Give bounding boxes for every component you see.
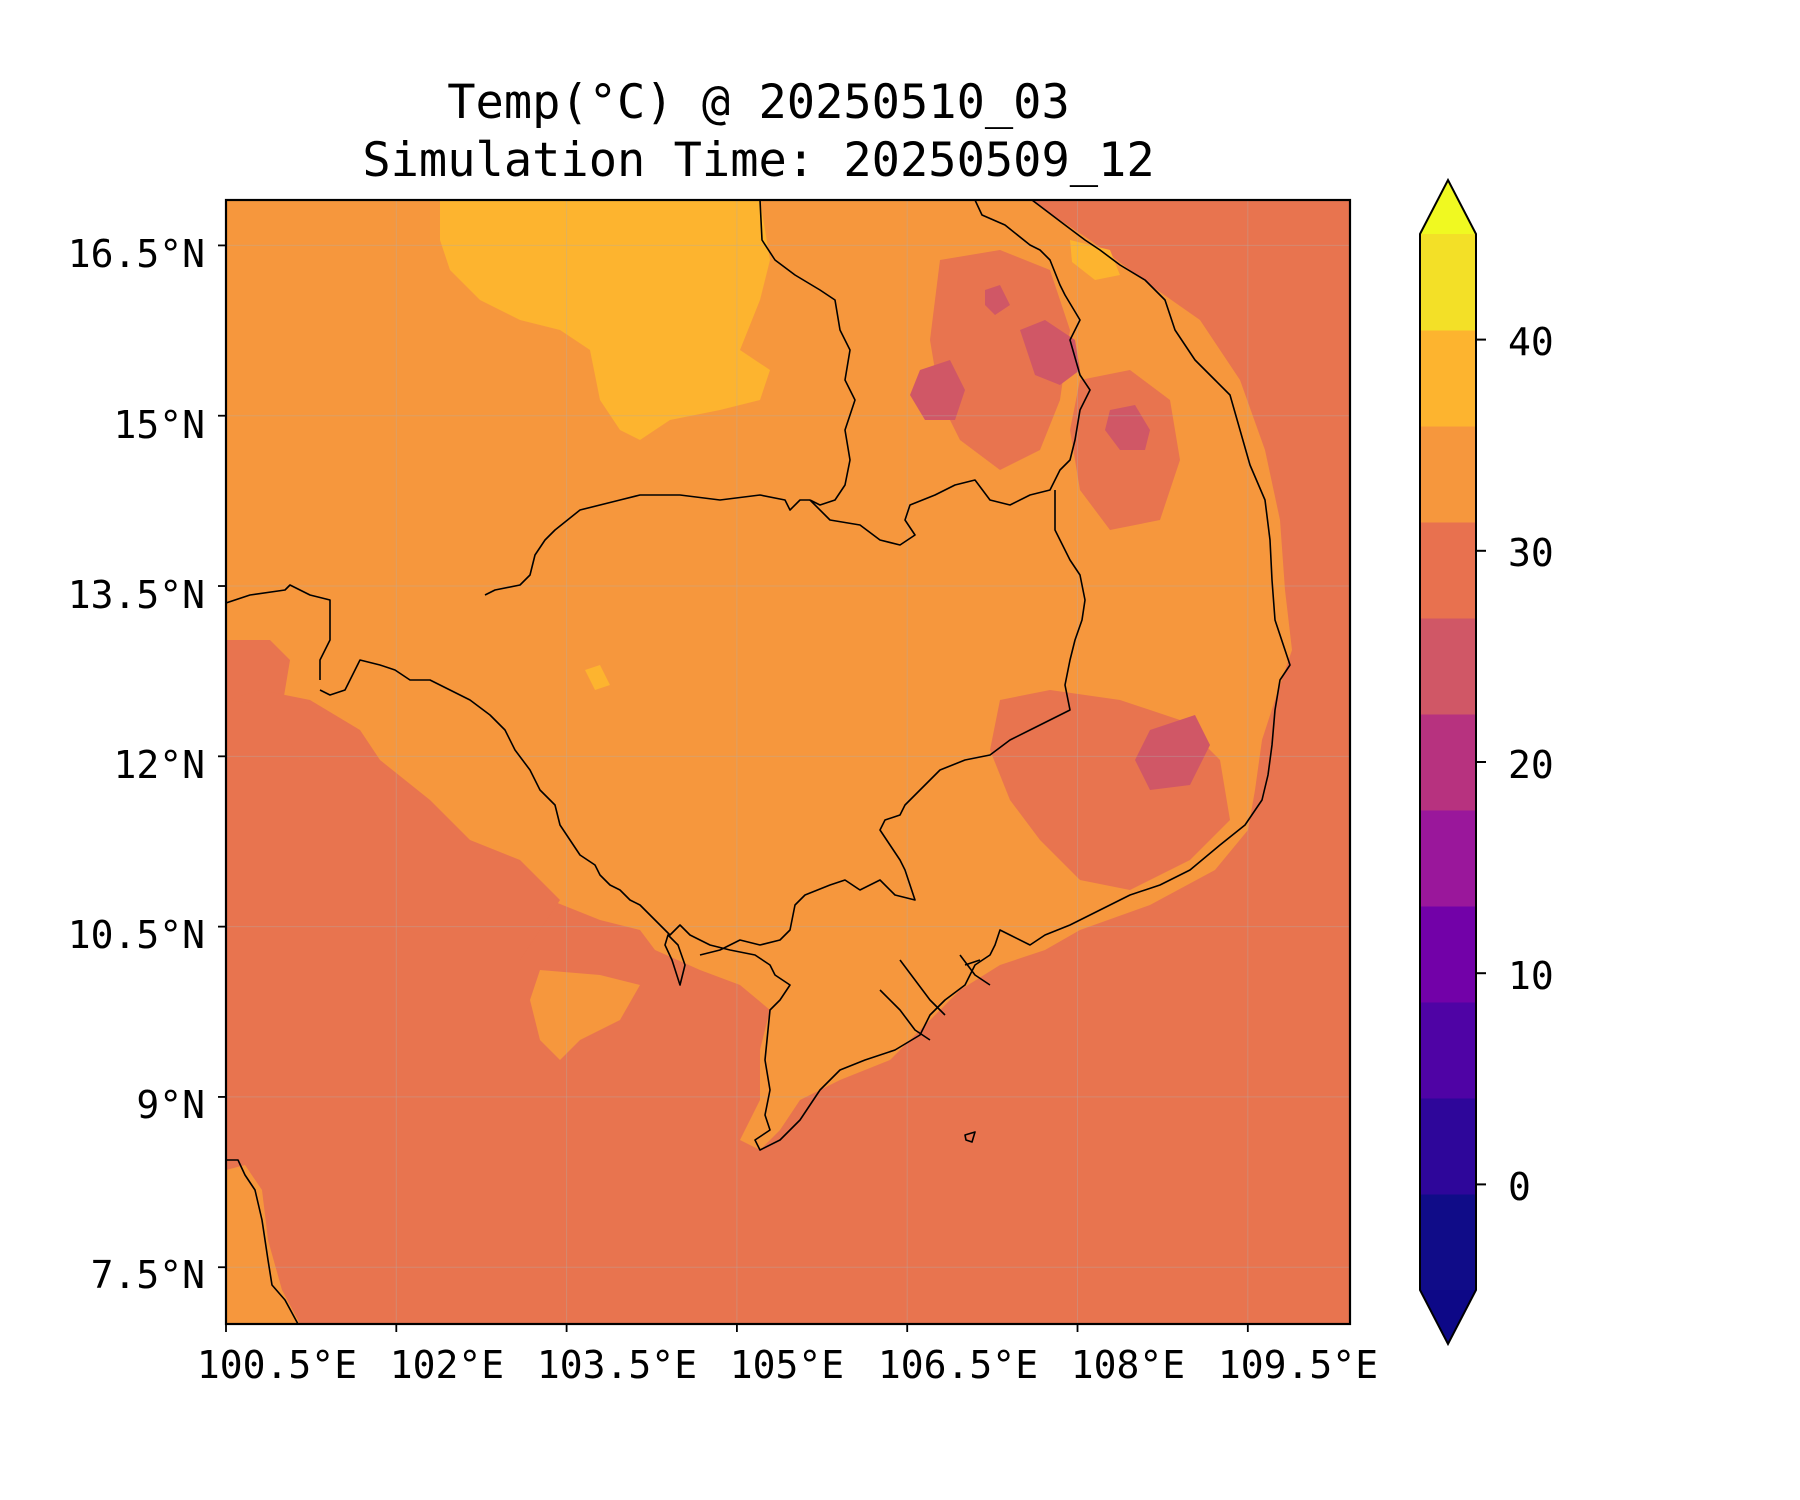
coastline-east	[319, 200, 1291, 1151]
colorbar-segment	[1420, 330, 1476, 427]
island-phu-quoc	[664, 934, 686, 986]
lat-tick-label: 15°N	[113, 403, 205, 447]
border-cambodia-vietnam	[699, 200, 1091, 956]
border-thailand-cambodia	[226, 494, 810, 680]
colorbar-tick-label: 20	[1508, 743, 1554, 787]
cold-pocket-2	[1020, 320, 1080, 385]
colorbar-tick-label: 40	[1508, 320, 1554, 364]
coastlines-borders	[226, 200, 1291, 1324]
map-area	[226, 200, 1350, 1324]
colorbar-segment	[1420, 714, 1476, 811]
map-subtitle: Simulation Time: 20250509_12	[362, 133, 1155, 188]
map-title: Temp(°C) @ 20250510_03	[447, 75, 1070, 130]
lat-tick-label: 10.5°N	[67, 913, 205, 957]
colorbar-segment	[1420, 1194, 1476, 1291]
cold-pocket-1	[910, 360, 965, 420]
lat-tick-label: 13.5°N	[67, 573, 205, 617]
axis-ticks	[218, 244, 1249, 1332]
hot-region-north	[440, 200, 770, 440]
peninsula-west-contour	[226, 1165, 300, 1324]
colorbar-segment	[1420, 234, 1476, 331]
colorbar	[1419, 177, 1486, 1347]
border-laos-thailand	[759, 200, 856, 506]
colorbar-extend-under	[1420, 1290, 1476, 1344]
graticule	[226, 200, 1350, 1324]
mekong-delta-channels	[879, 954, 991, 1041]
lat-tick-label: 16.5°N	[67, 232, 205, 276]
hot-spot-east-coast	[1070, 240, 1120, 280]
colorbar-outline	[1419, 177, 1477, 1347]
colorbar-segment	[1420, 426, 1476, 523]
lat-tick-label: 9°N	[136, 1083, 205, 1127]
colorbar-tick-label: 30	[1508, 531, 1554, 575]
lat-tick-label: 7.5°N	[90, 1253, 205, 1297]
cold-pocket-3	[1105, 405, 1150, 450]
island-con-son	[964, 1131, 976, 1143]
colorbar-segment	[1420, 618, 1476, 715]
coastline-southwest	[226, 1159, 299, 1324]
lon-tick-label: 106.5°E	[877, 1343, 1039, 1387]
colorbar-extend-over	[1420, 180, 1476, 234]
cold-pocket-4	[1135, 715, 1210, 790]
lon-tick-label: 100.5°E	[196, 1343, 358, 1387]
cool-coastal-band	[226, 690, 560, 960]
colorbar-segment	[1420, 1098, 1476, 1195]
colorbar-segment	[1420, 906, 1476, 1003]
lat-tick-label: 12°N	[113, 743, 205, 787]
cold-pocket-5	[985, 285, 1010, 315]
lon-tick-label: 109.5°E	[1217, 1343, 1379, 1387]
colorbar-segment	[1420, 810, 1476, 907]
colorbar-tick-label: 10	[1508, 954, 1554, 998]
lon-tick-label: 105°E	[729, 1343, 845, 1387]
colorbar-segment	[1420, 522, 1476, 619]
lon-tick-label: 102°E	[389, 1343, 505, 1387]
lon-tick-label: 108°E	[1070, 1343, 1186, 1387]
cool-northeast-plateau	[930, 250, 1070, 470]
hot-spot-small	[585, 665, 610, 690]
colorbar-tick-label: 0	[1508, 1165, 1531, 1209]
map-frame	[224, 198, 1352, 1326]
gulf-land-contour	[530, 970, 640, 1060]
lon-tick-label: 103.5°E	[536, 1343, 698, 1387]
colorbar-segment	[1420, 1002, 1476, 1099]
